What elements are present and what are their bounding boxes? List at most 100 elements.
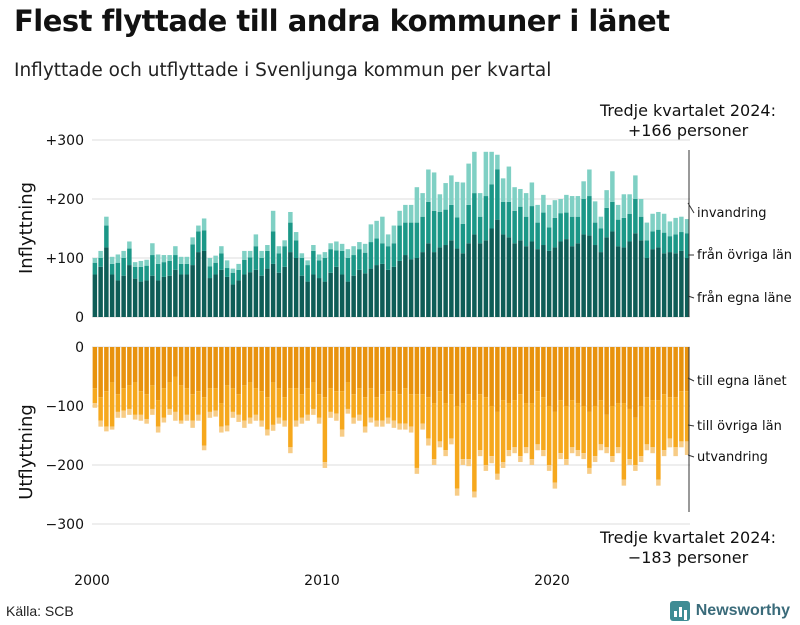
- bar-ovriga: [598, 228, 604, 253]
- bar-egna: [345, 347, 351, 383]
- bar-egna: [196, 347, 201, 392]
- bar-utvandring: [259, 420, 264, 427]
- bar-utvandring: [242, 420, 247, 428]
- bar-invandring: [575, 196, 581, 217]
- bar-egna: [115, 280, 121, 317]
- bar-utvandring: [500, 462, 506, 468]
- bar-ovriga: [374, 238, 379, 266]
- bar-egna: [552, 347, 558, 412]
- bar-utvandring: [569, 447, 575, 454]
- bar-egna: [569, 246, 575, 317]
- bar-egna: [207, 278, 213, 317]
- bar-invandring: [224, 260, 230, 269]
- bar-egna: [408, 259, 414, 317]
- bar-invandring: [495, 154, 500, 170]
- bar-ovriga: [673, 397, 678, 448]
- bar-egna: [587, 347, 592, 412]
- bar-utvandring: [293, 420, 299, 427]
- bar-egna: [512, 347, 517, 401]
- bar-invandring: [558, 199, 563, 214]
- bar-utvandring: [385, 417, 391, 424]
- bar-ovriga: [167, 382, 172, 409]
- bar-utvandring: [316, 417, 322, 424]
- bar-ovriga: [587, 411, 592, 468]
- bar-egna: [299, 347, 305, 395]
- bar-egna: [282, 347, 287, 398]
- bar-invandring: [512, 187, 517, 211]
- bar-utvandring: [345, 408, 351, 414]
- bar-ovriga: [345, 382, 351, 409]
- bar-utvandring: [362, 426, 368, 433]
- bar-egna: [207, 347, 213, 389]
- chart-title: Flest flyttade till andra kommuner i län…: [14, 4, 670, 38]
- bar-utvandring: [207, 411, 213, 418]
- bar-egna: [454, 347, 460, 406]
- bar-ovriga: [437, 211, 443, 248]
- bar-ovriga: [610, 201, 615, 232]
- bar-ovriga: [270, 231, 276, 264]
- bar-invandring: [92, 258, 98, 263]
- bar-egna: [437, 247, 443, 317]
- bar-ovriga: [121, 388, 126, 411]
- bar-ovriga: [316, 394, 322, 418]
- bar-ovriga: [276, 388, 282, 418]
- bar-ovriga: [109, 382, 115, 427]
- bar-ovriga: [552, 411, 558, 483]
- bar-egna: [253, 347, 259, 389]
- bar-egna: [322, 281, 328, 317]
- bar-egna: [592, 245, 598, 317]
- bar-egna: [316, 278, 322, 317]
- bar-egna: [489, 347, 494, 406]
- bar-ovriga: [155, 400, 161, 427]
- bar-utvandring: [98, 420, 103, 427]
- bar-utvandring: [92, 403, 98, 408]
- bar-utvandring: [610, 456, 615, 463]
- bar-egna: [552, 247, 558, 317]
- bar-egna: [334, 266, 339, 317]
- bar-ovriga: [138, 266, 144, 282]
- bar-utvandring: [161, 417, 167, 423]
- bar-egna: [121, 275, 126, 317]
- bar-egna: [604, 237, 609, 317]
- bar-invandring: [546, 204, 552, 228]
- bar-invandring: [541, 194, 546, 213]
- annotation-text: Tredje kvartalet 2024:: [599, 528, 776, 547]
- bar-egna: [127, 347, 132, 386]
- bar-ovriga: [207, 388, 213, 412]
- bar-invandring: [604, 190, 609, 208]
- series-label: från övriga län: [697, 248, 792, 263]
- bar-egna: [558, 347, 563, 401]
- bar-ovriga: [178, 385, 184, 421]
- bar-ovriga: [362, 252, 368, 274]
- bar-ovriga: [437, 391, 443, 442]
- bar-ovriga: [529, 206, 535, 242]
- bar-ovriga: [633, 417, 638, 465]
- bar-egna: [454, 248, 460, 317]
- x-tick-label: 2020: [534, 573, 570, 589]
- y-tick-label: 0: [75, 340, 84, 356]
- bar-ovriga: [351, 255, 356, 276]
- bar-egna: [190, 347, 195, 395]
- bar-invandring: [667, 221, 673, 237]
- bar-utvandring: [656, 479, 661, 486]
- bar-ovriga: [541, 212, 546, 246]
- chart-canvas: 0 +100 +200 +300 Inflyttning från egna läne fr…: [16, 101, 792, 589]
- bar-ovriga: [357, 388, 362, 415]
- bar-egna: [224, 276, 230, 317]
- bar-ovriga: [138, 391, 144, 415]
- bar-egna: [431, 347, 437, 404]
- bar-egna: [661, 253, 667, 317]
- bar-utvandring: [449, 438, 454, 445]
- bar-invandring: [535, 204, 540, 223]
- bar-invandring: [449, 175, 454, 205]
- bar-egna: [661, 347, 667, 395]
- bar-invandring: [282, 240, 287, 247]
- bar-utvandring: [552, 482, 558, 489]
- bar-utvandring: [253, 414, 259, 421]
- bar-invandring: [460, 182, 466, 224]
- bar-ovriga: [454, 217, 460, 249]
- bar-egna: [201, 347, 207, 398]
- bar-ovriga: [282, 246, 287, 267]
- bar-ovriga: [247, 382, 253, 418]
- bar-ovriga: [92, 388, 98, 404]
